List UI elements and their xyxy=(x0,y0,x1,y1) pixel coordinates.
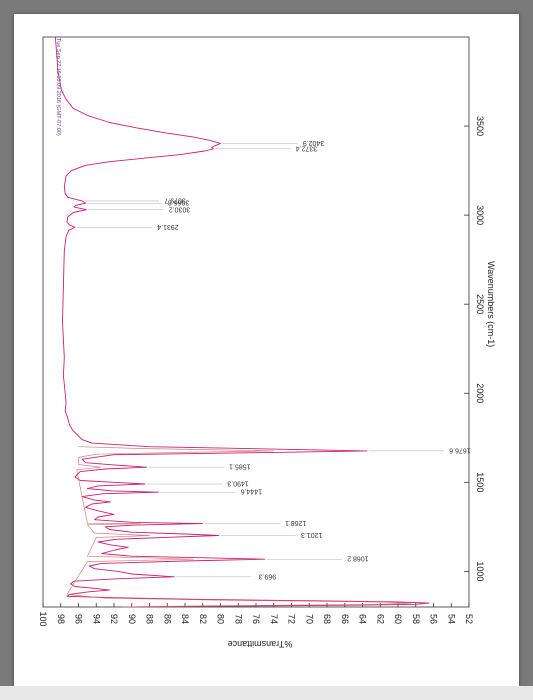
spectrum-line-2 xyxy=(66,446,412,608)
plot-frame xyxy=(42,36,470,608)
x-tick-label: 3500 xyxy=(475,116,485,136)
y-tick-label: 94 xyxy=(91,614,101,624)
x-axis: 3500 3000 2500 2000 1500 1000 xyxy=(464,116,485,581)
y-tick-label: 70 xyxy=(304,614,314,624)
peak-label: 3066.8 xyxy=(168,199,190,206)
y-tick-label: 68 xyxy=(322,614,332,624)
y-tick-label: 90 xyxy=(127,614,137,624)
y-axis: 100 98 96 94 92 90 88 86 84 82 80 78 76 74 72 70 68 66 64 6… xyxy=(38,603,474,627)
y-tick-label: 82 xyxy=(198,614,208,624)
document-page xyxy=(14,14,519,686)
peak-label: 3402.9 xyxy=(303,139,325,146)
peak-label: 969.3 xyxy=(258,572,276,579)
y-tick-label: 52 xyxy=(464,614,474,624)
peak-label: 1444.6 xyxy=(241,488,263,495)
x-tick-label: 1000 xyxy=(475,561,485,581)
peak-label: 2931.4 xyxy=(157,223,179,230)
y-tick-label: 84 xyxy=(180,614,190,624)
peak-label: 3372.4 xyxy=(296,144,318,151)
x-tick-label: 3000 xyxy=(475,205,485,225)
peak-label: 1201.3 xyxy=(301,531,323,538)
y-tick-label: 54 xyxy=(446,614,456,624)
plot-border xyxy=(42,36,470,608)
peak-label: 3079.7 xyxy=(164,196,186,203)
x-tick-label: 2000 xyxy=(475,383,485,403)
peak-label: 1268.1 xyxy=(285,519,307,526)
y-tick-label: 62 xyxy=(375,614,385,624)
y-tick-label: 98 xyxy=(56,614,66,624)
y-tick-label: 92 xyxy=(109,614,119,624)
x-axis-title: Wavenumbers (cm-1) xyxy=(486,261,496,347)
y-tick-label: 88 xyxy=(145,614,155,624)
peak-label: 1585.1 xyxy=(229,463,251,470)
y-tick-label: 72 xyxy=(287,614,297,624)
spectrum-line-1 xyxy=(54,36,430,608)
y-tick-label: 96 xyxy=(74,614,84,624)
peak-label: 1490.3 xyxy=(227,480,249,487)
peak-label: 1676.6 xyxy=(449,446,471,453)
x-tick-label: 2500 xyxy=(475,294,485,314)
y-tick-label: 86 xyxy=(162,614,172,624)
y-tick-label: 74 xyxy=(269,614,279,624)
scroll-footer xyxy=(0,686,533,700)
y-tick-label: 58 xyxy=(411,614,421,624)
timestamp-stamp: Tue Sep 27 15:53:09 2016 (GMT-07:00) xyxy=(55,38,61,136)
y-tick-label: 78 xyxy=(233,614,243,624)
y-tick-label: 66 xyxy=(340,614,350,624)
series-group xyxy=(54,36,430,608)
y-tick-label: 60 xyxy=(393,614,403,624)
y-tick-label: 76 xyxy=(251,614,261,624)
y-tick-label: 56 xyxy=(429,614,439,624)
x-tick-label: 1500 xyxy=(475,472,485,492)
y-tick-label: 80 xyxy=(216,614,226,624)
y-axis-title: %Transmittance xyxy=(228,639,293,649)
peak-label: 1068.2 xyxy=(347,555,369,562)
peak-label: 3030.2 xyxy=(169,205,191,212)
y-tick-label: 64 xyxy=(358,614,368,624)
y-tick-label: 100 xyxy=(38,611,48,626)
